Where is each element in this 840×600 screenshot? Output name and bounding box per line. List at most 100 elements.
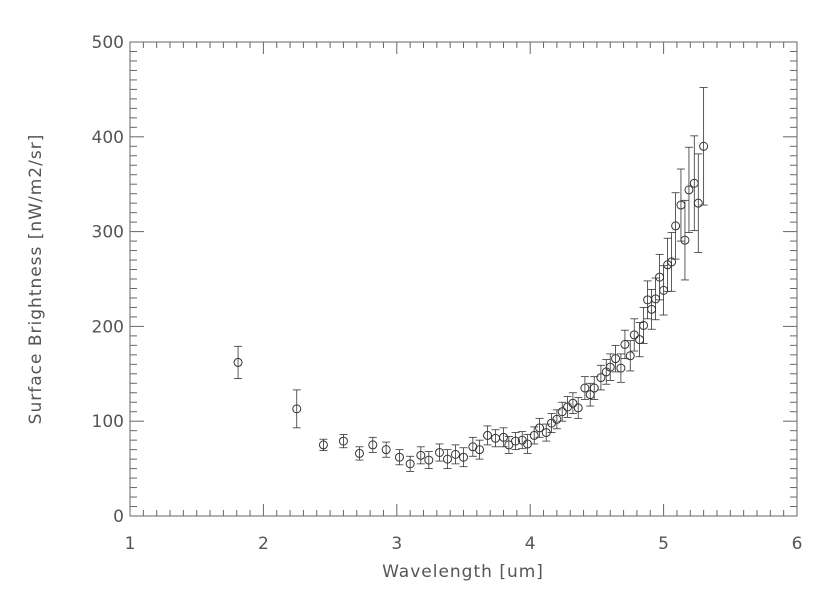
data-point xyxy=(338,434,348,449)
x-tick-label: 5 xyxy=(658,534,669,554)
data-point xyxy=(552,409,562,430)
data-point xyxy=(405,455,415,472)
data-point xyxy=(580,376,590,400)
data-point xyxy=(475,439,485,460)
data-point xyxy=(596,364,606,391)
y-tick-label: 300 xyxy=(92,223,124,243)
y-tick-label: 200 xyxy=(92,317,124,337)
data-point xyxy=(625,340,635,372)
data-point xyxy=(381,441,391,458)
marker xyxy=(424,455,434,465)
data-point xyxy=(434,443,444,462)
data-point xyxy=(680,199,690,281)
data-point xyxy=(568,392,578,415)
data-point xyxy=(684,146,694,233)
y-tick-label: 500 xyxy=(92,33,124,53)
data-point xyxy=(535,417,545,438)
marker xyxy=(499,432,509,442)
data-point xyxy=(573,397,583,419)
marker xyxy=(693,198,703,208)
data-point xyxy=(639,307,649,344)
marker xyxy=(354,448,364,458)
data-point xyxy=(483,425,493,446)
data-point xyxy=(659,265,669,316)
marker xyxy=(616,363,626,373)
data-point xyxy=(699,87,709,206)
data-point xyxy=(605,353,615,381)
data-point xyxy=(689,135,699,232)
data-points xyxy=(233,87,709,472)
x-tick-label: 6 xyxy=(792,534,803,554)
marker xyxy=(459,452,468,462)
data-point xyxy=(667,232,677,292)
data-point xyxy=(511,432,521,451)
data-point xyxy=(499,427,509,448)
marker xyxy=(573,403,583,413)
marker xyxy=(568,398,578,408)
marker xyxy=(368,440,378,450)
data-point xyxy=(629,318,639,352)
data-point xyxy=(442,449,452,470)
data-point xyxy=(491,429,501,448)
marker xyxy=(475,445,485,455)
y-tick-label: 0 xyxy=(113,507,124,527)
data-point xyxy=(394,449,404,466)
data-point xyxy=(368,436,378,453)
y-tick-label: 400 xyxy=(92,128,124,148)
marker xyxy=(580,383,590,393)
x-axis-label: Wavelength [um] xyxy=(382,562,544,582)
data-point xyxy=(655,253,665,301)
data-point xyxy=(233,345,243,379)
data-point xyxy=(416,446,426,465)
data-point xyxy=(616,353,626,383)
data-point xyxy=(589,376,599,400)
marker xyxy=(233,357,243,367)
marker xyxy=(338,436,348,446)
y-axis-label: Surface Brightness [nW/m2/sr] xyxy=(26,134,46,425)
x-tick-label: 3 xyxy=(391,534,402,554)
data-point xyxy=(676,168,686,242)
x-tick-label: 1 xyxy=(125,534,136,554)
marker xyxy=(552,414,562,424)
marker xyxy=(639,320,649,330)
marker xyxy=(671,221,681,231)
marker xyxy=(292,404,302,414)
marker xyxy=(529,430,539,440)
marker xyxy=(625,351,635,361)
marker xyxy=(318,440,328,450)
data-point xyxy=(557,401,567,422)
marker xyxy=(442,454,452,464)
x-tick-label: 2 xyxy=(258,534,269,554)
marker xyxy=(699,141,709,151)
data-point xyxy=(620,329,630,360)
x-tick-label: 4 xyxy=(525,534,536,554)
data-point xyxy=(671,192,681,260)
marker xyxy=(667,257,677,267)
marker xyxy=(394,452,404,462)
marker xyxy=(483,430,493,440)
data-point xyxy=(663,237,673,292)
data-point xyxy=(635,322,645,358)
marker xyxy=(381,445,391,455)
data-point xyxy=(424,451,434,470)
marker xyxy=(557,407,567,417)
data-point xyxy=(354,446,364,461)
axes: 1 2 3 4 5 6 0 100 200 300 400 500 xyxy=(92,33,803,554)
data-point xyxy=(643,280,653,320)
marker xyxy=(535,423,545,433)
data-point xyxy=(517,431,527,450)
data-point xyxy=(611,344,621,373)
marker xyxy=(416,450,426,460)
marker xyxy=(596,373,606,383)
data-point xyxy=(529,426,539,445)
marker xyxy=(629,330,639,340)
data-point xyxy=(504,435,514,454)
data-point xyxy=(459,447,468,468)
marker xyxy=(680,235,690,245)
marker xyxy=(511,436,521,446)
marker xyxy=(434,447,444,457)
plot-frame xyxy=(129,41,798,517)
marker xyxy=(684,185,694,195)
marker xyxy=(405,459,415,469)
